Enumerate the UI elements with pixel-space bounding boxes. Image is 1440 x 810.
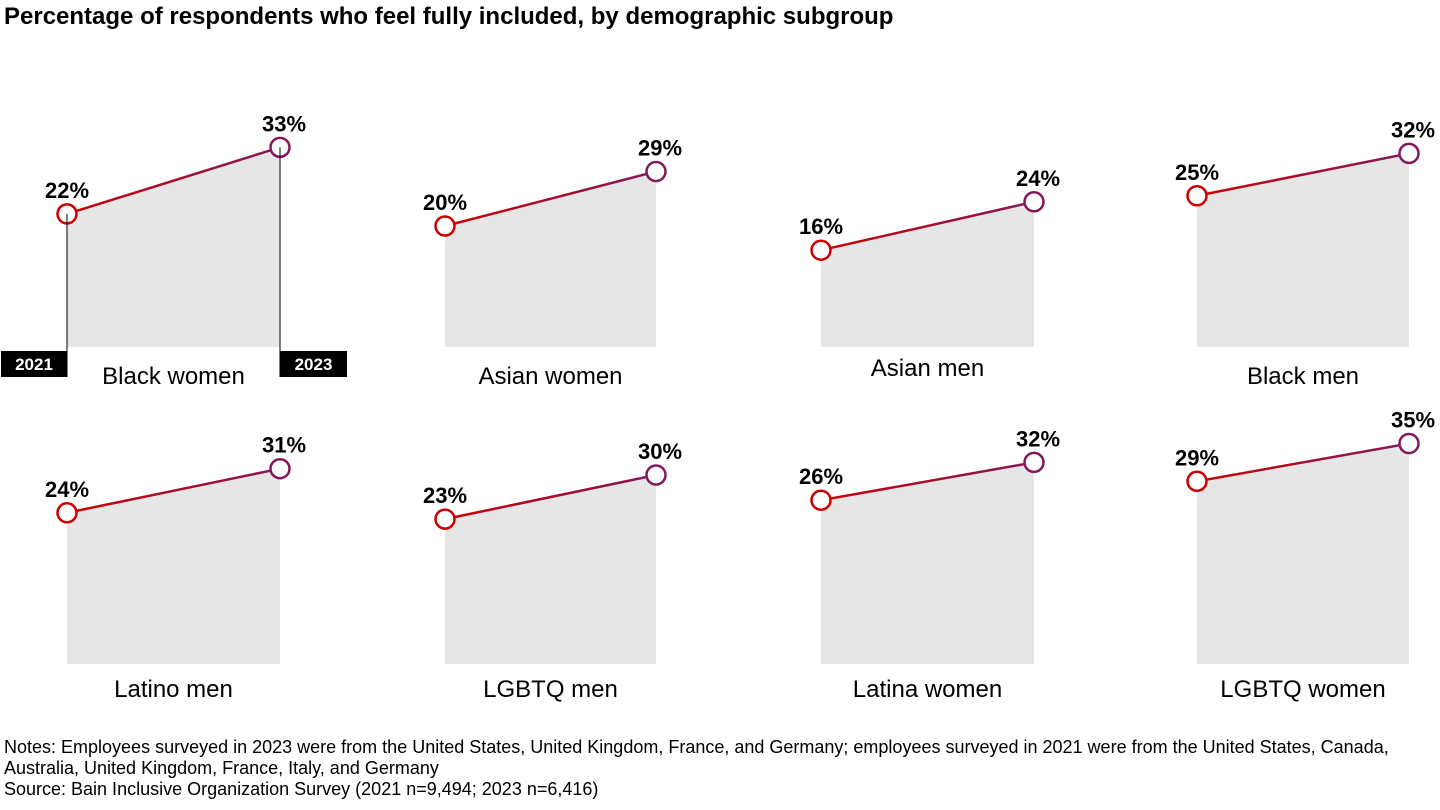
value-label-2023: 24% [1016,166,1060,191]
year-label-2023: 2023 [295,355,333,374]
panel-latina-women: 26% 32% Latina women [799,426,1060,703]
value-label-2021: 22% [45,178,89,203]
value-label-2021: 23% [423,483,467,508]
panel-lgbtq-men: 23% 30% LGBTQ men [423,439,682,703]
point-2023 [645,160,667,183]
page-title: Percentage of respondents who feel fully… [4,3,894,30]
point-2021 [810,489,832,511]
value-label-2021: 25% [1175,160,1219,185]
year-label-2021: 2021 [15,355,53,374]
panel-label: Black men [1247,363,1359,390]
area-fill [821,201,1034,347]
panel-asian-women: 20% 29% Asian women [423,136,682,390]
point-2021 [1186,185,1208,207]
panel-latino-men: 24% 31% Latino men [45,433,306,703]
panel-black-men: 25% 32% Black men [1175,117,1435,390]
panel-label: LGBTQ men [483,676,618,703]
source-text: Source: Bain Inclusive Organization Surv… [4,779,599,799]
value-label-2021: 16% [799,214,843,239]
point-2023 [1023,451,1045,474]
panel-lgbtq-women: 29% 35% LGBTQ women [1175,408,1435,704]
small-multiples-chart: 22% 33% Black women 2021 2023 20% 29% Asian wom… [1,111,1435,704]
trend-line [444,473,657,521]
trend-line [820,461,1035,502]
area-fill [1197,153,1409,347]
value-label-2021: 29% [1175,445,1219,470]
panel-label: LGBTQ women [1220,676,1385,703]
point-2021 [810,239,832,261]
panel-asian-men: 16% 24% Asian men [799,166,1060,382]
point-2021 [434,215,456,237]
value-label-2023: 31% [262,433,306,458]
value-label-2023: 32% [1016,426,1060,451]
value-label-2023: 30% [638,439,682,464]
trend-line [1196,442,1410,483]
value-label-2023: 32% [1391,117,1435,142]
point-2023 [645,464,667,486]
panel-label: Black women [102,363,245,390]
value-label-2023: 33% [262,111,306,136]
area-fill [1197,443,1409,664]
point-2023 [1398,142,1420,165]
panel-label: Latino men [114,676,233,703]
trend-line [1196,152,1410,197]
value-label-2023: 29% [638,136,682,161]
year-tag-2021 [1,351,67,377]
value-label-2021: 26% [799,464,843,489]
chart-notes: Notes: Employees surveyed in 2023 were f… [4,737,1424,800]
point-2021 [1186,470,1208,493]
area-fill [445,475,656,664]
area-fill [445,171,656,347]
point-2023 [269,457,291,480]
panel-label: Asian women [478,363,622,390]
point-2021 [434,508,456,530]
trend-line [444,170,657,228]
panel-label: Asian men [871,355,984,382]
area-fill [67,468,280,664]
trend-line [820,200,1035,252]
value-label-2021: 24% [45,477,89,502]
notes-text: Notes: Employees surveyed in 2023 were f… [4,737,1389,778]
value-label-2021: 20% [423,190,467,215]
point-2023 [1023,191,1045,213]
trend-line [66,146,281,216]
trend-line [66,467,281,515]
area-fill [67,147,280,347]
point-2023 [1398,432,1420,455]
value-label-2023: 35% [1391,408,1435,433]
point-2021 [56,502,78,524]
year-tag-2023 [280,351,347,377]
panel-black-women: 22% 33% Black women 2021 2023 [1,111,347,390]
panel-label: Latina women [853,676,1002,703]
area-fill [821,462,1034,664]
